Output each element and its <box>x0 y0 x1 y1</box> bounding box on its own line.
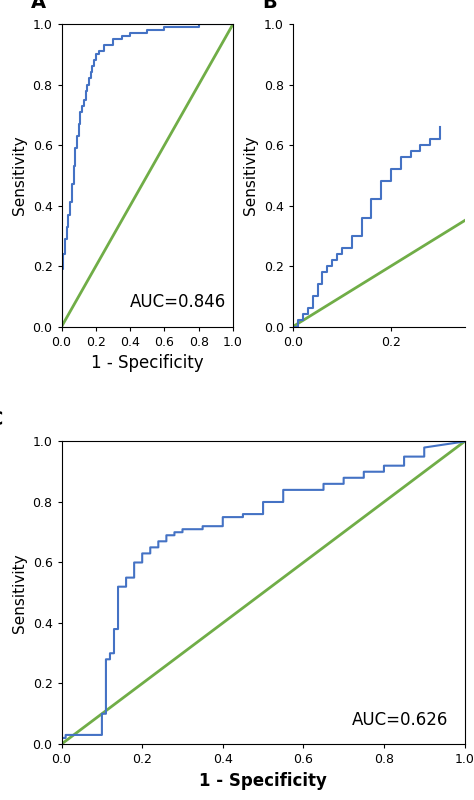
X-axis label: 1 - Specificity: 1 - Specificity <box>199 771 327 790</box>
Y-axis label: Sensitivity: Sensitivity <box>244 135 258 215</box>
Text: C: C <box>0 410 3 430</box>
Text: AUC=0.626: AUC=0.626 <box>352 711 448 729</box>
Y-axis label: Sensitivity: Sensitivity <box>12 135 27 215</box>
Text: B: B <box>262 0 277 12</box>
Text: AUC=0.846: AUC=0.846 <box>130 294 226 311</box>
Text: A: A <box>31 0 46 12</box>
X-axis label: 1 - Specificity: 1 - Specificity <box>91 354 204 372</box>
Y-axis label: Sensitivity: Sensitivity <box>12 553 27 633</box>
